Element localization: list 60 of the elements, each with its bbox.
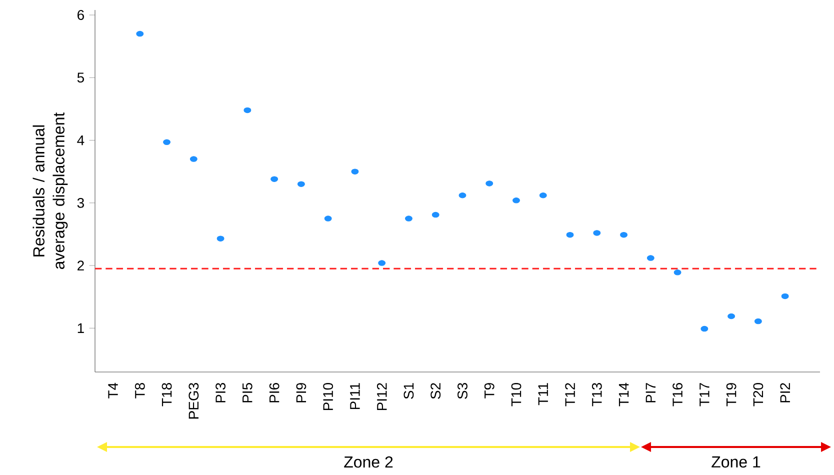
x-tick-label: T12 xyxy=(565,383,575,406)
x-tick-label: PI9 xyxy=(296,383,306,402)
y-tick-label: 3 xyxy=(77,198,84,208)
x-tick-label: PI7 xyxy=(646,383,656,402)
x-tick-label: T17 xyxy=(700,383,710,406)
point xyxy=(781,293,789,300)
point xyxy=(244,107,252,114)
x-tick-label: PI2 xyxy=(780,383,790,402)
point xyxy=(646,255,654,261)
point xyxy=(512,198,520,204)
point xyxy=(432,212,440,218)
x-tick-label: PI3 xyxy=(216,383,226,402)
x-tick-label: PI12 xyxy=(376,383,387,410)
x-tick-label: T18 xyxy=(162,383,172,406)
point xyxy=(136,30,144,37)
y-axis-title: Residuals / annual average displacement xyxy=(32,112,68,270)
x-tick-label: T14 xyxy=(618,382,629,406)
x-tick-label: T9 xyxy=(484,383,494,398)
point xyxy=(754,318,762,324)
x-tick-label: T20 xyxy=(753,382,764,406)
point xyxy=(190,156,198,162)
x-tick-label: PI11 xyxy=(350,383,360,410)
point xyxy=(566,232,574,238)
point xyxy=(351,168,359,174)
x-tick-label: S2 xyxy=(430,383,441,399)
y-tick-label: 1 xyxy=(78,323,84,333)
x-tick-label: T11 xyxy=(538,383,548,406)
point xyxy=(404,216,412,222)
point xyxy=(700,326,708,332)
x-tick-label: T13 xyxy=(592,383,602,406)
x-tick-label: PI10 xyxy=(323,382,334,410)
y-tick-label: 6 xyxy=(78,10,84,20)
point xyxy=(486,180,494,186)
point xyxy=(593,230,601,236)
point xyxy=(620,232,628,238)
point xyxy=(163,139,171,146)
y-tick-label: 2 xyxy=(78,260,84,270)
x-tick-label: T10 xyxy=(511,382,522,406)
x-tick-label: T4 xyxy=(108,382,118,398)
x-tick-label: PI5 xyxy=(242,382,252,402)
text: Zone 1 xyxy=(712,456,760,468)
point xyxy=(297,181,305,187)
point xyxy=(458,192,466,198)
x-tick-label: S1 xyxy=(404,383,414,399)
point xyxy=(324,216,332,222)
point xyxy=(539,192,547,198)
point xyxy=(216,236,224,242)
x-tick-label: T19 xyxy=(726,383,736,406)
x-tick-label: S3 xyxy=(458,383,468,399)
point xyxy=(674,270,682,276)
point xyxy=(270,176,278,182)
x-tick-label: T16 xyxy=(672,383,682,406)
text: Zone 2 xyxy=(344,456,393,468)
y-tick-label: 4 xyxy=(77,135,84,146)
point xyxy=(728,313,736,320)
point xyxy=(378,260,386,266)
x-tick-label: PEG3 xyxy=(188,383,199,419)
y-tick-label: 5 xyxy=(77,72,84,83)
x-tick-label: PI6 xyxy=(269,383,280,402)
x-tick-label: T8 xyxy=(134,383,145,398)
